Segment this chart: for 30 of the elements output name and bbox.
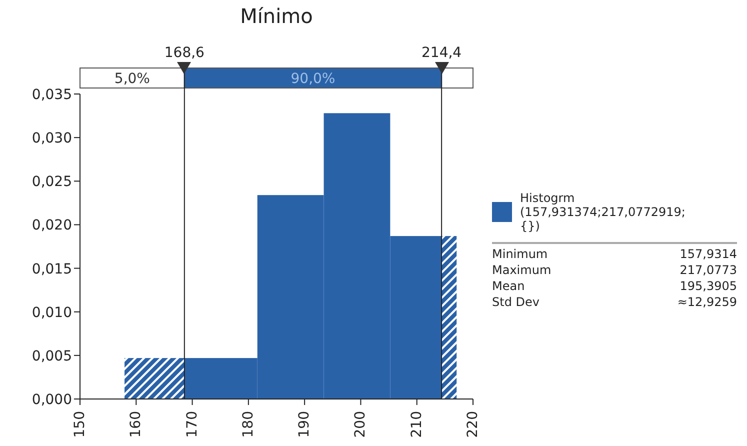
y-tick-label: 0,010 bbox=[32, 304, 72, 321]
x-tick-label: 150 bbox=[72, 411, 88, 438]
legend-label: Histogrm (157,931374;217,0772919; {}) bbox=[520, 191, 686, 233]
text: ≈12,9259 bbox=[677, 294, 737, 310]
y-tick-label: 0,000 bbox=[32, 392, 72, 408]
text: Mean bbox=[492, 278, 525, 294]
y-tick-label: 0,025 bbox=[32, 174, 72, 190]
text: Std Dev bbox=[492, 294, 540, 310]
x-tick-label: 210 bbox=[408, 411, 425, 438]
x-tick-label: 200 bbox=[352, 411, 369, 438]
x-tick-label: 160 bbox=[128, 411, 144, 438]
y-tick-label: 0,035 bbox=[32, 86, 72, 103]
x-tick-label: 180 bbox=[240, 411, 256, 438]
text: 157,9314 bbox=[680, 246, 737, 262]
text: 195,3905 bbox=[680, 278, 737, 294]
x-tick-label: 190 bbox=[296, 411, 313, 438]
x-tick-label: 170 bbox=[184, 411, 200, 438]
text: Maximum bbox=[492, 262, 552, 278]
chart-title: Mínimo bbox=[239, 4, 314, 28]
text: 217,0773 bbox=[680, 262, 737, 278]
ref-line-label: 214,4 bbox=[422, 45, 462, 61]
ref-line-label: 168,6 bbox=[164, 45, 205, 61]
y-tick-label: 0,015 bbox=[32, 261, 72, 278]
x-tick-label: 220 bbox=[465, 411, 481, 438]
text: 90,0% bbox=[290, 71, 336, 87]
text: Minimum bbox=[492, 246, 548, 262]
y-tick-label: 0,005 bbox=[32, 348, 72, 364]
text: 5,0% bbox=[114, 71, 150, 87]
y-tick-label: 0,020 bbox=[32, 218, 72, 234]
y-tick-label: 0,030 bbox=[32, 130, 72, 147]
